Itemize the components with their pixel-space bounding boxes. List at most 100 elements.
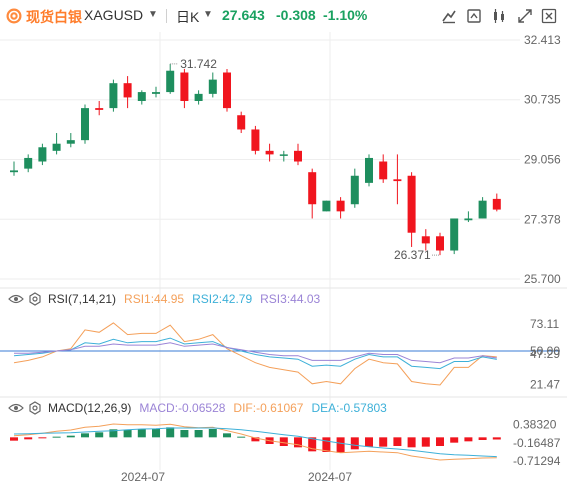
chevron-down-icon[interactable]: ▼ (203, 9, 213, 20)
candle-body (350, 175, 359, 205)
macd-tick-label: -0.16487 (513, 436, 561, 450)
draw-icon[interactable] (490, 7, 508, 25)
rsi2-line (13, 337, 497, 370)
x-tick-label: 2024-07 (308, 470, 352, 484)
macd-histogram-bar (166, 427, 175, 438)
candle-body (365, 157, 373, 183)
rsi-tick-label: 50.00 (530, 344, 560, 358)
candle-body (294, 150, 302, 162)
indicator-icon[interactable] (440, 7, 458, 25)
candle-body (109, 83, 118, 109)
candle-body (152, 92, 160, 94)
macd-histogram-bar (251, 437, 260, 442)
candle-body (237, 115, 246, 130)
macd-histogram-bar (38, 437, 47, 439)
macd-histogram-bar (10, 437, 18, 441)
macd-histogram-bar (350, 437, 359, 450)
rsi-legend: RSI(7,14,21) RSI1:44.95 RSI2:42.79 RSI3:… (8, 291, 320, 307)
candle-body (52, 143, 61, 151)
instrument-name: 现货白银 (26, 9, 82, 25)
macd-histogram-bar (52, 436, 61, 438)
macd-histogram-bar (208, 429, 217, 438)
price-tick-label: 27.378 (524, 212, 561, 226)
candle-body (194, 93, 203, 101)
candle-body (322, 200, 331, 212)
chevron-down-icon[interactable]: ▼ (148, 9, 158, 20)
compare-icon[interactable] (465, 7, 483, 25)
candle-body (66, 140, 75, 144)
eye-icon[interactable] (8, 401, 24, 415)
rsi-tick-label: 73.11 (530, 317, 559, 331)
candle-body (265, 150, 274, 155)
candle-body (24, 157, 33, 169)
macd-histogram-bar (237, 436, 246, 438)
price-tick-label: 30.735 (524, 93, 561, 107)
x-tick-label: 2024-07 (121, 470, 165, 484)
macd-histogram-bar (109, 429, 118, 438)
macd-histogram-bar (379, 437, 388, 447)
candle-body (137, 92, 146, 101)
dea-line (13, 427, 497, 458)
rsi2-value: RSI2:42.79 (192, 292, 253, 306)
chart-header: 现货白银 XAGUSD ▼ 日K ▼ 27.643 -0.308 -1.10% (0, 0, 567, 32)
candle-body (464, 218, 473, 221)
price-change-percent: -1.10% (323, 7, 368, 23)
candle-body (436, 236, 444, 251)
macd-tick-label: 0.38320 (513, 418, 557, 432)
settings-icon[interactable] (28, 292, 44, 306)
macd-legend: MACD(12,26,9) MACD:-0.06528 DIF:-0.61067… (8, 400, 387, 416)
macd-histogram-bar (336, 437, 345, 453)
settings-icon[interactable] (28, 401, 44, 415)
macd-histogram-bar (365, 437, 373, 447)
rsi-title: RSI(7,14,21) (48, 292, 117, 306)
candle-body (208, 79, 217, 94)
rsi-tick-label: 21.47 (530, 377, 560, 391)
macd-histogram-bar (407, 437, 416, 448)
macd-tick-label: -0.71294 (513, 454, 561, 468)
candle-body (492, 198, 501, 210)
macd-histogram-bar (81, 433, 89, 438)
candle-body (478, 200, 487, 219)
candle-body (251, 129, 260, 151)
macd-histogram-bar (137, 429, 146, 438)
macd-histogram-bar (492, 437, 501, 440)
close-icon[interactable] (540, 7, 558, 25)
macd-value: MACD:-0.06528 (139, 401, 226, 415)
fullscreen-icon[interactable] (516, 7, 534, 25)
symbol-selector[interactable]: XAGUSD (84, 7, 144, 23)
macd-histogram-bar (322, 437, 331, 452)
low-annotation: 26.371 (394, 248, 431, 262)
eye-icon[interactable] (8, 292, 24, 306)
dif-line (13, 423, 497, 461)
candle-body (123, 83, 132, 98)
macd-histogram-bar (478, 437, 487, 440)
dea-value: DEA:-0.57803 (311, 401, 387, 415)
rsi-tick-label: 47.29 (530, 347, 560, 361)
macd-histogram-bar (123, 430, 132, 438)
candle-body (38, 147, 47, 162)
candle-body (223, 72, 231, 109)
period-selector[interactable]: 日K (176, 9, 200, 25)
price-tick-label: 32.413 (524, 33, 561, 47)
candle-body (407, 175, 416, 233)
candle-body (180, 72, 189, 101)
rsi1-line (13, 322, 497, 386)
candle-body (166, 70, 175, 93)
macd-histogram-bar (421, 437, 430, 447)
candle-body (308, 172, 317, 205)
macd-title: MACD(12,26,9) (48, 401, 132, 415)
candle-body (10, 170, 18, 173)
candle-body (379, 161, 388, 180)
candle-body (393, 179, 402, 182)
candle-body (450, 218, 459, 251)
candle-body (421, 236, 430, 244)
candle-body (279, 154, 288, 156)
macd-histogram-bar (279, 437, 288, 446)
macd-histogram-bar (464, 437, 473, 442)
macd-histogram-bar (194, 430, 203, 438)
macd-histogram-bar (294, 437, 302, 448)
candle-body (81, 108, 89, 141)
last-price: 27.643 (222, 7, 265, 23)
rsi3-line (14, 342, 497, 364)
rsi3-value: RSI3:44.03 (260, 292, 321, 306)
